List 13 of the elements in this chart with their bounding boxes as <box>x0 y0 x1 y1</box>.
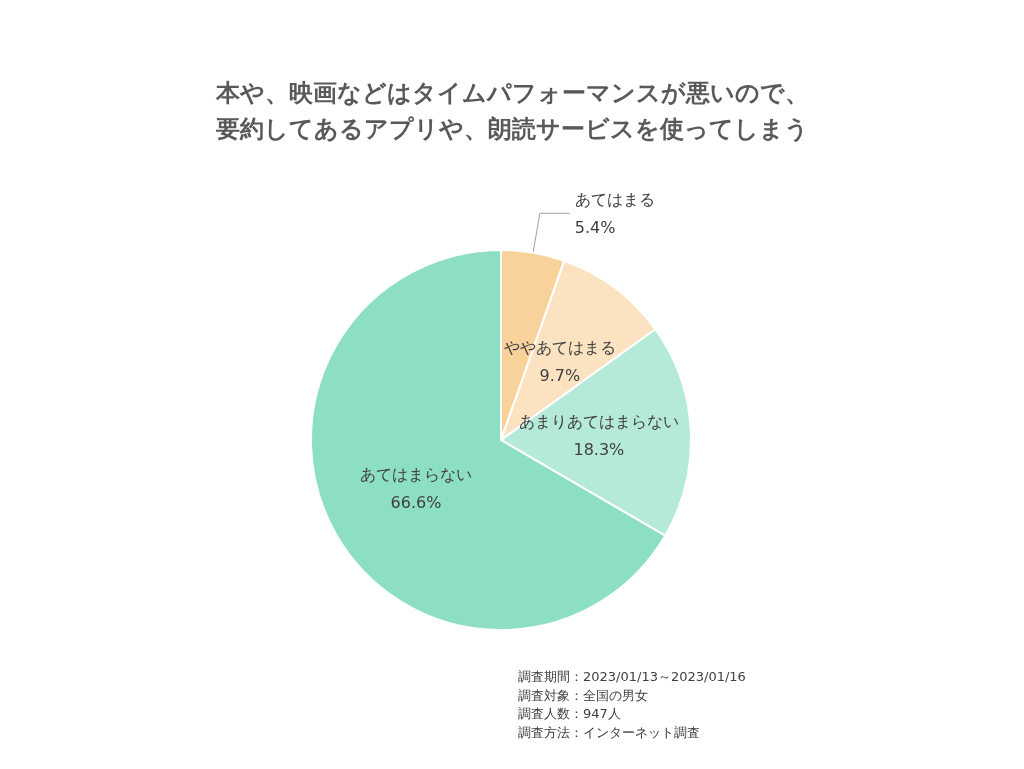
data-label: 5.4% <box>574 217 616 237</box>
text: 調査人数：947人 <box>518 706 621 721</box>
text: 調査方法：インターネット調査 <box>518 724 700 740</box>
slice-label: あまりあてはまらない <box>518 411 679 431</box>
chart-title: 本や、映画などはタイムパフォーマンスが悪いので、要約してあるアプリや、朗読サービスを使ってしまう <box>214 79 809 143</box>
slice-label: あてはまる <box>574 189 655 209</box>
slice-label: あてはまらない <box>360 465 473 485</box>
data-label: 66.6% <box>390 493 442 513</box>
data-label: 18.3% <box>573 439 625 459</box>
slice-label: ややあてはまる <box>503 338 616 358</box>
text: 調査対象：全国の男女 <box>518 687 648 703</box>
text: 調査期間：2023/01/13～2023/01/16 <box>518 669 746 684</box>
data-label: 9.7% <box>539 366 581 386</box>
